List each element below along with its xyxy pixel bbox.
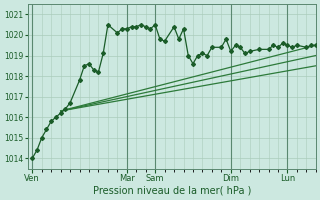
X-axis label: Pression niveau de la mer( hPa ): Pression niveau de la mer( hPa ) <box>92 186 251 196</box>
